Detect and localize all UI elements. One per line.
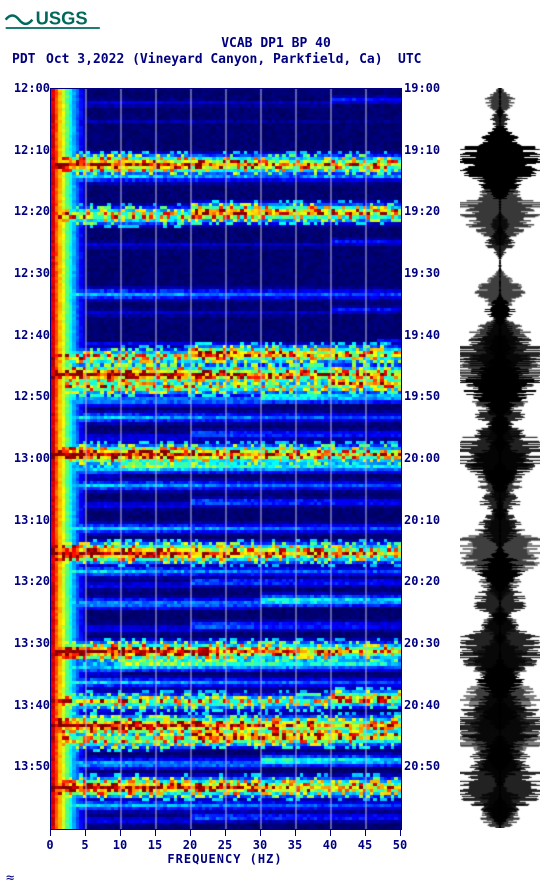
- xtick-mark: [155, 830, 156, 836]
- xtick-label: 20: [183, 838, 197, 852]
- ytick-left: 12:00: [6, 81, 50, 95]
- xtick-mark: [295, 830, 296, 836]
- xtick-label: 50: [393, 838, 407, 852]
- xtick-label: 35: [288, 838, 302, 852]
- ytick-left: 13:20: [6, 574, 50, 588]
- usgs-logo: USGS: [4, 4, 104, 32]
- ytick-left: 13:40: [6, 698, 50, 712]
- y-axis-left: 12:0012:1012:2012:3012:4012:5013:0013:10…: [6, 88, 50, 828]
- xtick-label: 10: [113, 838, 127, 852]
- ytick-left: 12:30: [6, 266, 50, 280]
- tz-right-label: UTC: [398, 52, 421, 67]
- xtick-mark: [85, 830, 86, 836]
- xtick-label: 25: [218, 838, 232, 852]
- xtick-mark: [260, 830, 261, 836]
- ytick-left: 13:30: [6, 636, 50, 650]
- ytick-left: 13:50: [6, 759, 50, 773]
- xtick-label: 30: [253, 838, 267, 852]
- ytick-left: 12:20: [6, 204, 50, 218]
- ytick-right: 19:20: [404, 204, 448, 218]
- xtick-mark: [365, 830, 366, 836]
- xtick-mark: [225, 830, 226, 836]
- xtick-mark: [400, 830, 401, 836]
- ytick-right: 20:20: [404, 574, 448, 588]
- ytick-left: 12:10: [6, 143, 50, 157]
- xtick-label: 5: [81, 838, 88, 852]
- x-axis-label: FREQUENCY (HZ): [50, 852, 400, 866]
- ytick-right: 20:00: [404, 451, 448, 465]
- xtick-label: 45: [358, 838, 372, 852]
- scale-break-icon: ≈: [6, 870, 14, 886]
- spectrogram-panel: [50, 88, 402, 830]
- waveform-canvas: [460, 88, 540, 828]
- spectrogram-canvas: [51, 89, 401, 829]
- ytick-left: 12:50: [6, 389, 50, 403]
- xtick-mark: [330, 830, 331, 836]
- y-axis-right: 19:0019:1019:2019:3019:4019:5020:0020:10…: [404, 88, 448, 828]
- ytick-left: 13:10: [6, 513, 50, 527]
- ytick-right: 20:30: [404, 636, 448, 650]
- location-label: Oct 3,2022 (Vineyard Canyon, Parkfield, …: [46, 52, 383, 67]
- xtick-label: 0: [46, 838, 53, 852]
- ytick-right: 20:50: [404, 759, 448, 773]
- xtick-label: 40: [323, 838, 337, 852]
- ytick-right: 20:40: [404, 698, 448, 712]
- tz-left-label: PDT: [12, 52, 35, 67]
- ytick-left: 13:00: [6, 451, 50, 465]
- ytick-left: 12:40: [6, 328, 50, 342]
- ytick-right: 19:10: [404, 143, 448, 157]
- ytick-right: 19:50: [404, 389, 448, 403]
- usgs-wave-icon: USGS: [4, 4, 104, 32]
- ytick-right: 19:30: [404, 266, 448, 280]
- xtick-mark: [120, 830, 121, 836]
- xtick-mark: [190, 830, 191, 836]
- ytick-right: 19:40: [404, 328, 448, 342]
- chart-title: VCAB DP1 BP 40: [0, 36, 552, 51]
- xtick-mark: [50, 830, 51, 836]
- xtick-label: 15: [148, 838, 162, 852]
- ytick-right: 20:10: [404, 513, 448, 527]
- svg-text:USGS: USGS: [36, 8, 88, 29]
- ytick-right: 19:00: [404, 81, 448, 95]
